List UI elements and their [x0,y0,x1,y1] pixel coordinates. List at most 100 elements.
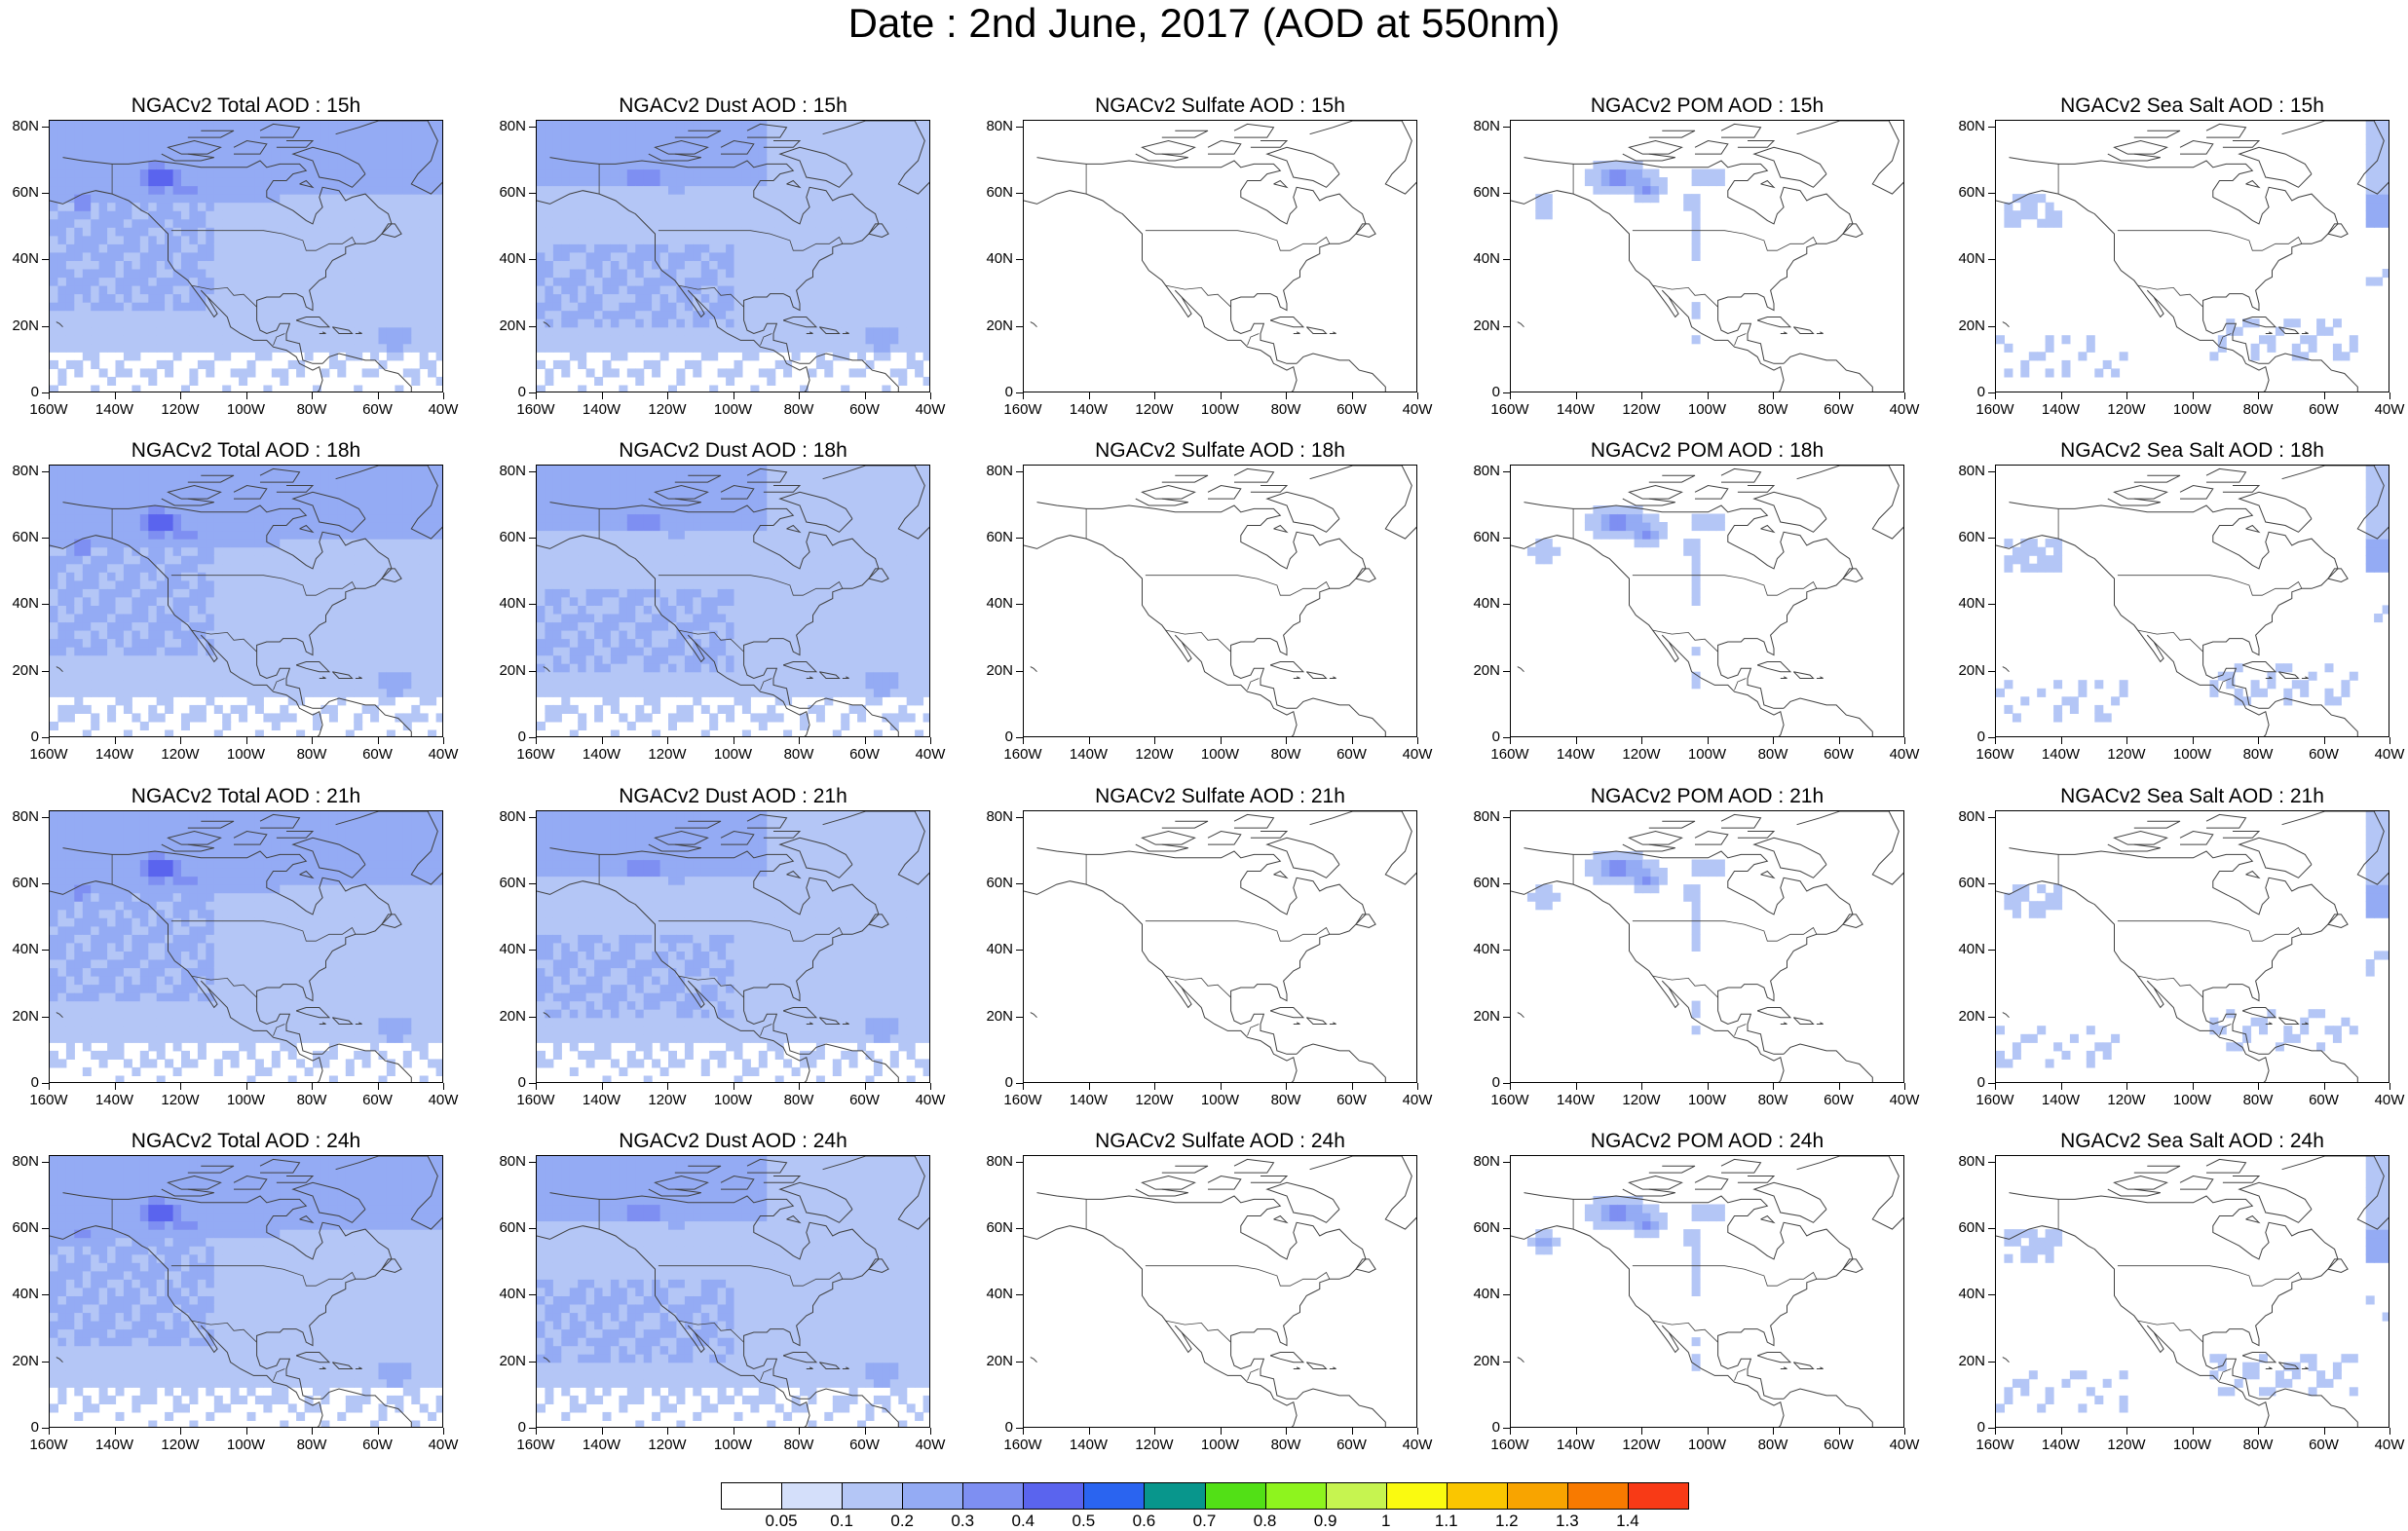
aod-cell [156,530,166,540]
aod-cell [411,368,421,378]
aod-cell [74,505,84,515]
aod-cell [700,302,710,312]
aod-cell [287,630,297,640]
aod-cell [428,260,437,270]
coastline [1524,157,1854,364]
aod-cell [428,227,437,237]
aod-cell [354,168,363,178]
aod-cell [808,152,817,162]
aod-cell [91,318,100,328]
aod-cell [841,135,850,145]
aod-cell [222,343,232,353]
aod-cell [578,168,587,178]
aod-cell [585,588,595,598]
aod-cell [313,614,321,623]
aod-cell [287,497,297,506]
aod-cell [246,143,256,153]
aod-cell [610,343,620,353]
aod-cell [537,497,546,506]
aod-cell [569,572,579,581]
aod-cell [230,260,240,270]
aod-cell [652,277,661,286]
aod-cell [545,605,554,615]
aod-cell [428,210,437,220]
aod-cell [758,243,768,253]
aod-cell [635,318,645,328]
coastline [543,321,550,328]
aod-cell [585,326,595,336]
aod-cell [783,168,793,178]
aod-cell [206,513,215,523]
aod-cell [585,302,595,312]
aod-cell [263,630,273,640]
aod-cell [172,588,182,598]
aod-cell [132,251,141,261]
aod-cell [313,227,321,237]
aod-cell [545,480,554,490]
aod-cell [832,127,842,136]
aod-cell [370,605,380,615]
aod-cell [569,293,579,303]
aod-cell [197,152,207,162]
aod-cell [561,168,571,178]
aod-cell [354,588,363,598]
aod-cell [537,721,546,730]
aod-cell [287,513,297,523]
aod-cell [693,285,702,295]
aod-cell [378,326,388,336]
aod-cell [395,177,404,187]
aod-cell [578,185,587,195]
aod-cell [1642,177,1651,187]
aod-cell [635,326,645,336]
aod-cell [791,251,801,261]
aod-cell [865,135,875,145]
aod-cell [668,343,677,353]
aod-cell [50,647,58,656]
aod-cell [815,343,825,353]
aod-cell [98,654,108,664]
aod-cell [378,596,388,606]
aod-cell [619,227,628,237]
aod-cell [296,210,306,220]
aod-cell [419,177,429,187]
aod-cell [578,638,587,648]
aod-cell [98,621,108,631]
aod-cell [287,522,297,532]
aod-cell [139,572,149,581]
aod-cell [254,168,264,178]
aod-cell [361,605,371,615]
aod-cell [156,572,166,581]
aod-cell [537,218,546,228]
aod-cell [700,343,710,353]
x-tick-label: 140W [94,746,134,763]
y-tick-label: 80N [12,462,39,479]
aod-cell [700,185,710,195]
aod-cell [280,293,289,303]
aod-cell [213,168,223,178]
aod-cell [123,152,132,162]
aod-cell [635,310,645,319]
aod-cell [545,260,554,270]
aod-cell [50,293,58,303]
aod-cell [395,277,404,286]
aod-cell [304,614,314,623]
aod-cell [545,688,554,697]
aod-cell [213,285,223,295]
aod-cell [296,671,306,681]
aod-cell [239,638,248,648]
aod-cell [1691,335,1701,345]
aod-cell [172,302,182,312]
aod-cell [668,152,677,162]
coastlines [50,466,442,736]
aod-cell [435,335,442,345]
aod-cell [815,318,825,328]
aod-cell [50,194,58,204]
aod-cell [585,654,595,664]
aod-cell [370,260,380,270]
aod-cell [411,143,421,153]
aod-cell [148,277,158,286]
aod-cell [148,663,158,673]
aod-cell [857,368,867,378]
aod-cell [1626,161,1636,170]
aod-cell [296,326,306,336]
